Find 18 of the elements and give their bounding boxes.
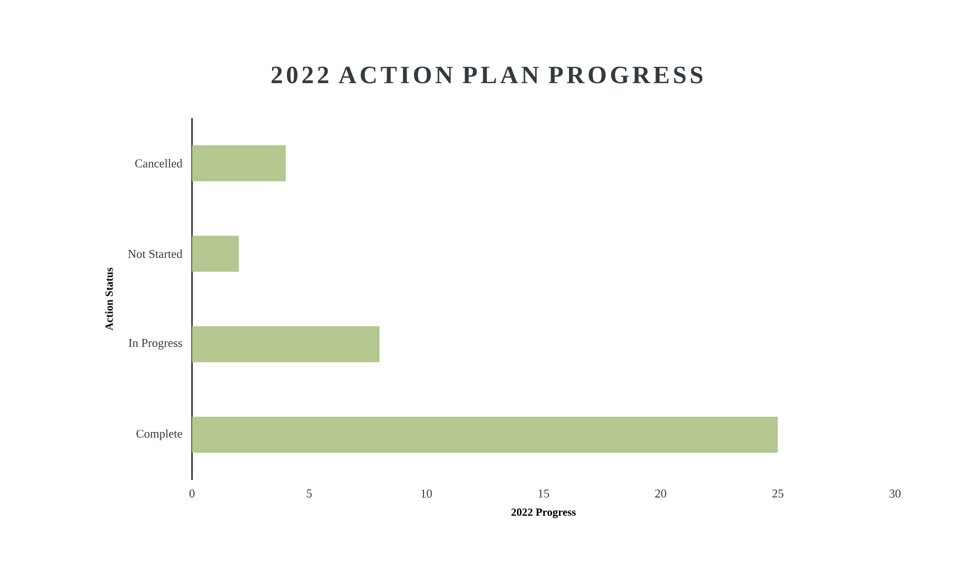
y-axis-title: Action Status	[105, 268, 113, 330]
chart-title: 2022 ACTION PLAN PROGRESS	[272, 66, 702, 84]
y-tick-label: Complete	[136, 429, 182, 440]
x-axis-title: 2022 Progress	[511, 508, 576, 518]
x-tick-label: 15	[538, 490, 550, 498]
x-tick-label: 30	[890, 490, 901, 498]
x-tick-label: 20	[655, 490, 666, 498]
y-tick-label: In Progress	[128, 339, 182, 350]
bar	[192, 236, 239, 272]
bar	[192, 145, 286, 182]
x-tick-label: 5	[306, 490, 312, 498]
y-tick-label: Cancelled	[135, 159, 182, 168]
x-tick-label: 0	[189, 490, 195, 498]
x-tick-label: 25	[772, 490, 784, 498]
bar	[192, 326, 380, 362]
y-tick-label: Not Started	[128, 250, 182, 258]
bar	[192, 416, 778, 453]
x-tick-label: 10	[421, 490, 432, 498]
